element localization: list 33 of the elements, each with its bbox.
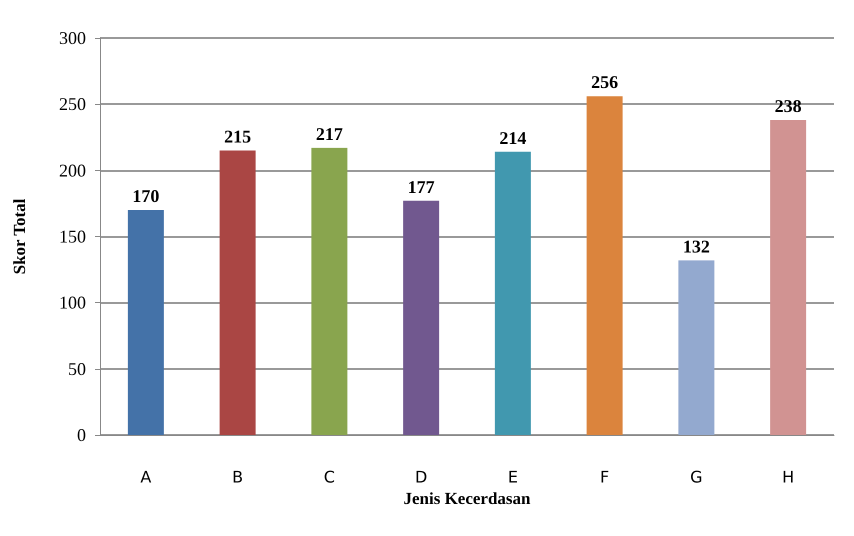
y-tick-label: 200: [59, 160, 86, 180]
y-tick-label: 100: [59, 292, 86, 313]
bar: [494, 152, 531, 435]
x-tick-label: A: [140, 468, 152, 486]
x-tick-label: H: [782, 468, 794, 486]
x-tick-label: G: [690, 468, 703, 486]
data-label: 177: [408, 176, 435, 197]
data-label: 256: [591, 72, 618, 92]
x-tick-label: F: [600, 468, 610, 486]
x-tick-label: D: [414, 468, 428, 486]
data-label: 217: [316, 124, 343, 144]
y-tick-label: 0: [77, 425, 86, 445]
x-axis-title: Jenis Kecerdasan: [403, 488, 532, 508]
data-label: 214: [499, 128, 526, 148]
x-tick-label: B: [232, 468, 244, 486]
data-label: 132: [682, 236, 710, 256]
data-label: 170: [132, 186, 160, 206]
y-tick-label: 300: [59, 28, 86, 48]
bar: [128, 210, 164, 435]
bar: [678, 260, 714, 435]
y-tick-label: 250: [59, 94, 86, 114]
x-tick-label: C: [324, 468, 335, 486]
data-label: 238: [774, 96, 802, 116]
y-tick-label: 50: [68, 358, 86, 379]
bar: [403, 200, 440, 435]
bar: [586, 96, 623, 435]
bar: [311, 148, 348, 435]
data-label: 215: [224, 126, 252, 146]
y-tick-label: 150: [59, 226, 86, 246]
y-axis-title: Skor Total: [10, 198, 29, 274]
bar: [220, 150, 256, 435]
bar: [770, 120, 806, 435]
x-tick-label: E: [508, 468, 518, 486]
